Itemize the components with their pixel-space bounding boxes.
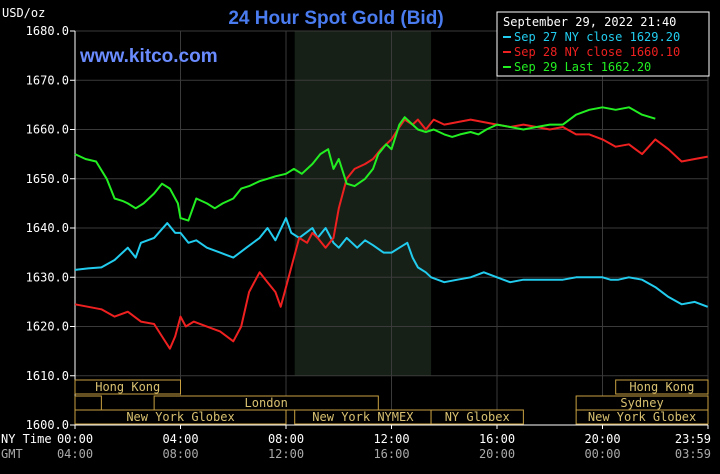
x-tick-label: 20:00 — [584, 432, 620, 446]
gmt-tick-label: 12:00 — [268, 447, 304, 461]
series-line-3 — [74, 106, 656, 222]
y-tick-label: 1610.0 — [26, 369, 69, 383]
series-line-1 — [74, 217, 709, 308]
y-tick-label: 1670.0 — [26, 73, 69, 87]
gmt-label: GMT — [1, 447, 23, 461]
watermark: www.kitco.com — [79, 46, 218, 67]
session-bar — [74, 409, 287, 425]
session-bar — [430, 409, 524, 425]
session-label: London — [245, 396, 288, 410]
session-label: Hong Kong — [95, 380, 160, 394]
session-bar — [615, 379, 709, 395]
y-tick-label: 1680.0 — [26, 24, 69, 38]
gmt-tick-label: 20:00 — [479, 447, 515, 461]
y-unit-label: USD/oz — [2, 6, 45, 20]
y-tick-label: 1630.0 — [26, 270, 69, 284]
x-tick-label: 16:00 — [479, 432, 515, 446]
y-tick-label: 1640.0 — [26, 221, 69, 235]
session-label: Sydney — [620, 396, 663, 410]
y-tick-label: 1660.0 — [26, 123, 69, 137]
session-label: New York Globex — [588, 410, 696, 424]
chart-title: 24 Hour Spot Gold (Bid) — [228, 8, 443, 29]
session-label: New York Globex — [126, 410, 234, 424]
session-label: NY Globex — [445, 410, 510, 424]
y-tick-label: 1650.0 — [26, 172, 69, 186]
gmt-tick-label: 03:59 — [675, 447, 711, 461]
x-tick-label: 23:59 — [675, 432, 711, 446]
gmt-tick-label: 08:00 — [162, 447, 198, 461]
x-tick-label: 12:00 — [373, 432, 409, 446]
ny-time-label: NY Time — [1, 432, 52, 446]
session-label: Hong Kong — [629, 380, 694, 394]
session-label: New York NYMEX — [312, 410, 414, 424]
shaded-trading-period — [294, 31, 432, 376]
x-tick-label: 04:00 — [162, 432, 198, 446]
gmt-tick-label: 16:00 — [373, 447, 409, 461]
session-bar — [74, 395, 102, 411]
y-tick-label: 1620.0 — [26, 320, 69, 334]
series-line-2 — [74, 118, 708, 350]
legend-entry: Sep 27 NY close 1629.20 — [514, 30, 680, 44]
x-tick-label: 08:00 — [268, 432, 304, 446]
y-tick-label: 1600.0 — [26, 418, 69, 432]
legend-box — [496, 11, 710, 77]
gmt-tick-label: 04:00 — [57, 447, 93, 461]
legend-entry: Sep 29 Last 1662.20 — [514, 60, 651, 74]
x-tick-label: 00:00 — [57, 432, 93, 446]
session-bar — [74, 379, 181, 395]
chart-date: September 29, 2022 21:40 — [503, 15, 676, 29]
session-bar — [575, 409, 709, 425]
gmt-tick-label: 00:00 — [584, 447, 620, 461]
legend-entry: Sep 28 NY close 1660.10 — [514, 45, 680, 59]
